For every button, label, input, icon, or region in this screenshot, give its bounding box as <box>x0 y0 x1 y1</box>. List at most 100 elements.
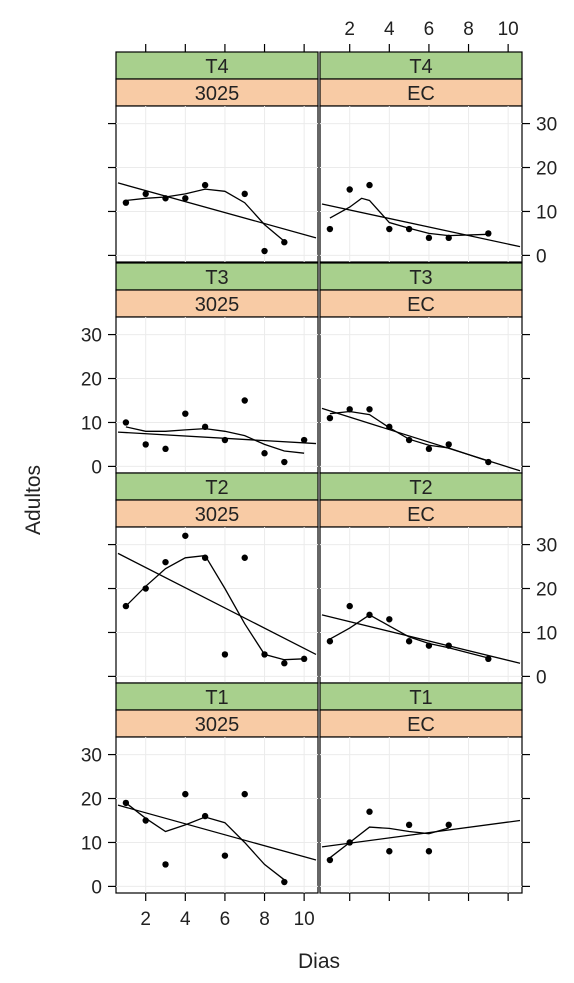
data-point <box>346 602 353 610</box>
data-point <box>221 651 229 658</box>
strip-treatment <box>319 472 523 501</box>
x-tick-label: 6 <box>424 19 435 40</box>
x-tick-label: 8 <box>259 909 270 930</box>
strip-variety-label: EC <box>407 504 435 526</box>
regression-line <box>117 182 317 239</box>
data-point <box>425 445 433 453</box>
data-point <box>162 558 169 566</box>
data-point <box>485 458 492 466</box>
data-point <box>445 441 452 448</box>
strip-treatment-label: T1 <box>205 687 228 709</box>
strip-variety-label: EC <box>407 294 435 316</box>
strip-variety-label: 3025 <box>195 504 240 526</box>
smooth-line <box>125 426 305 454</box>
regression-line <box>117 431 317 445</box>
plot-area <box>319 105 523 263</box>
strip-variety <box>319 78 523 107</box>
x-axis-label: Dias <box>298 950 340 973</box>
y-tick-label: 0 <box>536 667 547 688</box>
plot-area <box>115 526 319 684</box>
data-point <box>386 848 393 855</box>
y-tick-label: 0 <box>91 457 102 478</box>
data-point <box>405 821 413 829</box>
y-axis-label: Adultos <box>22 465 45 535</box>
data-point <box>182 410 189 417</box>
data-point <box>201 554 209 561</box>
strip-variety-label: EC <box>407 83 435 105</box>
x-tick-label: 4 <box>180 909 191 930</box>
data-point <box>201 423 209 431</box>
strip-treatment-label: T3 <box>409 267 432 289</box>
strip-treatment <box>319 262 523 291</box>
y-tick-label: 10 <box>81 413 102 434</box>
data-point <box>261 651 268 658</box>
plot-area <box>115 736 319 894</box>
regression-line <box>117 804 317 861</box>
data-point <box>485 655 492 663</box>
data-point <box>281 239 288 246</box>
panel-t3-ec: T3 EC <box>319 262 523 474</box>
data-point <box>326 856 334 864</box>
strip-treatment-label: T2 <box>409 477 432 499</box>
data-point <box>241 554 248 561</box>
regression-line <box>321 819 521 848</box>
data-point <box>162 195 169 202</box>
data-point <box>425 234 433 242</box>
strip-variety-label: EC <box>407 714 435 736</box>
strip-treatment <box>319 51 523 80</box>
panel-t2-3025: T2 3025 <box>115 472 319 684</box>
y-tick-label: 10 <box>81 833 102 854</box>
y-tick-label: 30 <box>81 326 102 347</box>
data-point <box>122 419 130 426</box>
data-point <box>326 414 334 422</box>
panel-t1-ec: T1 EC <box>319 682 523 894</box>
y-tick-label: 0 <box>91 877 102 898</box>
strip-variety-label: 3025 <box>195 714 240 736</box>
data-point <box>326 638 334 645</box>
strip-variety-label: 3025 <box>195 294 240 316</box>
data-point <box>346 839 353 846</box>
x-tick-label: 10 <box>498 19 519 40</box>
plot-area <box>319 316 523 474</box>
data-point <box>386 225 393 233</box>
smooth-line <box>329 197 489 237</box>
data-point <box>122 602 130 610</box>
data-point <box>281 660 288 667</box>
strip-treatment <box>115 472 319 501</box>
data-point <box>326 225 334 233</box>
regression-line <box>321 614 521 664</box>
smooth-line <box>329 410 489 462</box>
strip-treatment-label: T4 <box>205 56 228 78</box>
data-point <box>425 642 433 649</box>
data-point <box>182 195 189 202</box>
y-tick-label: 10 <box>536 202 557 223</box>
y-tick-label: 20 <box>536 580 557 601</box>
y-tick-label: 0 <box>536 246 547 267</box>
data-point <box>445 642 452 649</box>
regression-line <box>117 552 317 656</box>
data-point <box>241 397 248 404</box>
data-point <box>142 585 149 592</box>
data-point <box>366 181 373 189</box>
data-point <box>122 799 130 807</box>
data-point <box>366 611 373 619</box>
data-point <box>122 199 130 206</box>
strip-treatment-label: T2 <box>205 477 228 499</box>
data-point <box>201 181 209 189</box>
strip-variety <box>319 499 523 528</box>
data-point <box>445 234 452 242</box>
strip-treatment-label: T1 <box>409 687 432 709</box>
data-point <box>405 436 413 444</box>
strip-variety <box>115 709 319 738</box>
data-point <box>445 821 452 829</box>
panel-t3-3025: T3 3025 <box>115 262 319 474</box>
data-point <box>182 532 189 539</box>
x-tick-label: 6 <box>220 909 231 930</box>
x-tick-label: 8 <box>463 19 474 40</box>
data-point <box>300 655 308 663</box>
data-point <box>281 878 288 886</box>
data-point <box>405 225 413 233</box>
y-tick-label: 20 <box>536 159 557 180</box>
plot-area <box>115 105 319 263</box>
